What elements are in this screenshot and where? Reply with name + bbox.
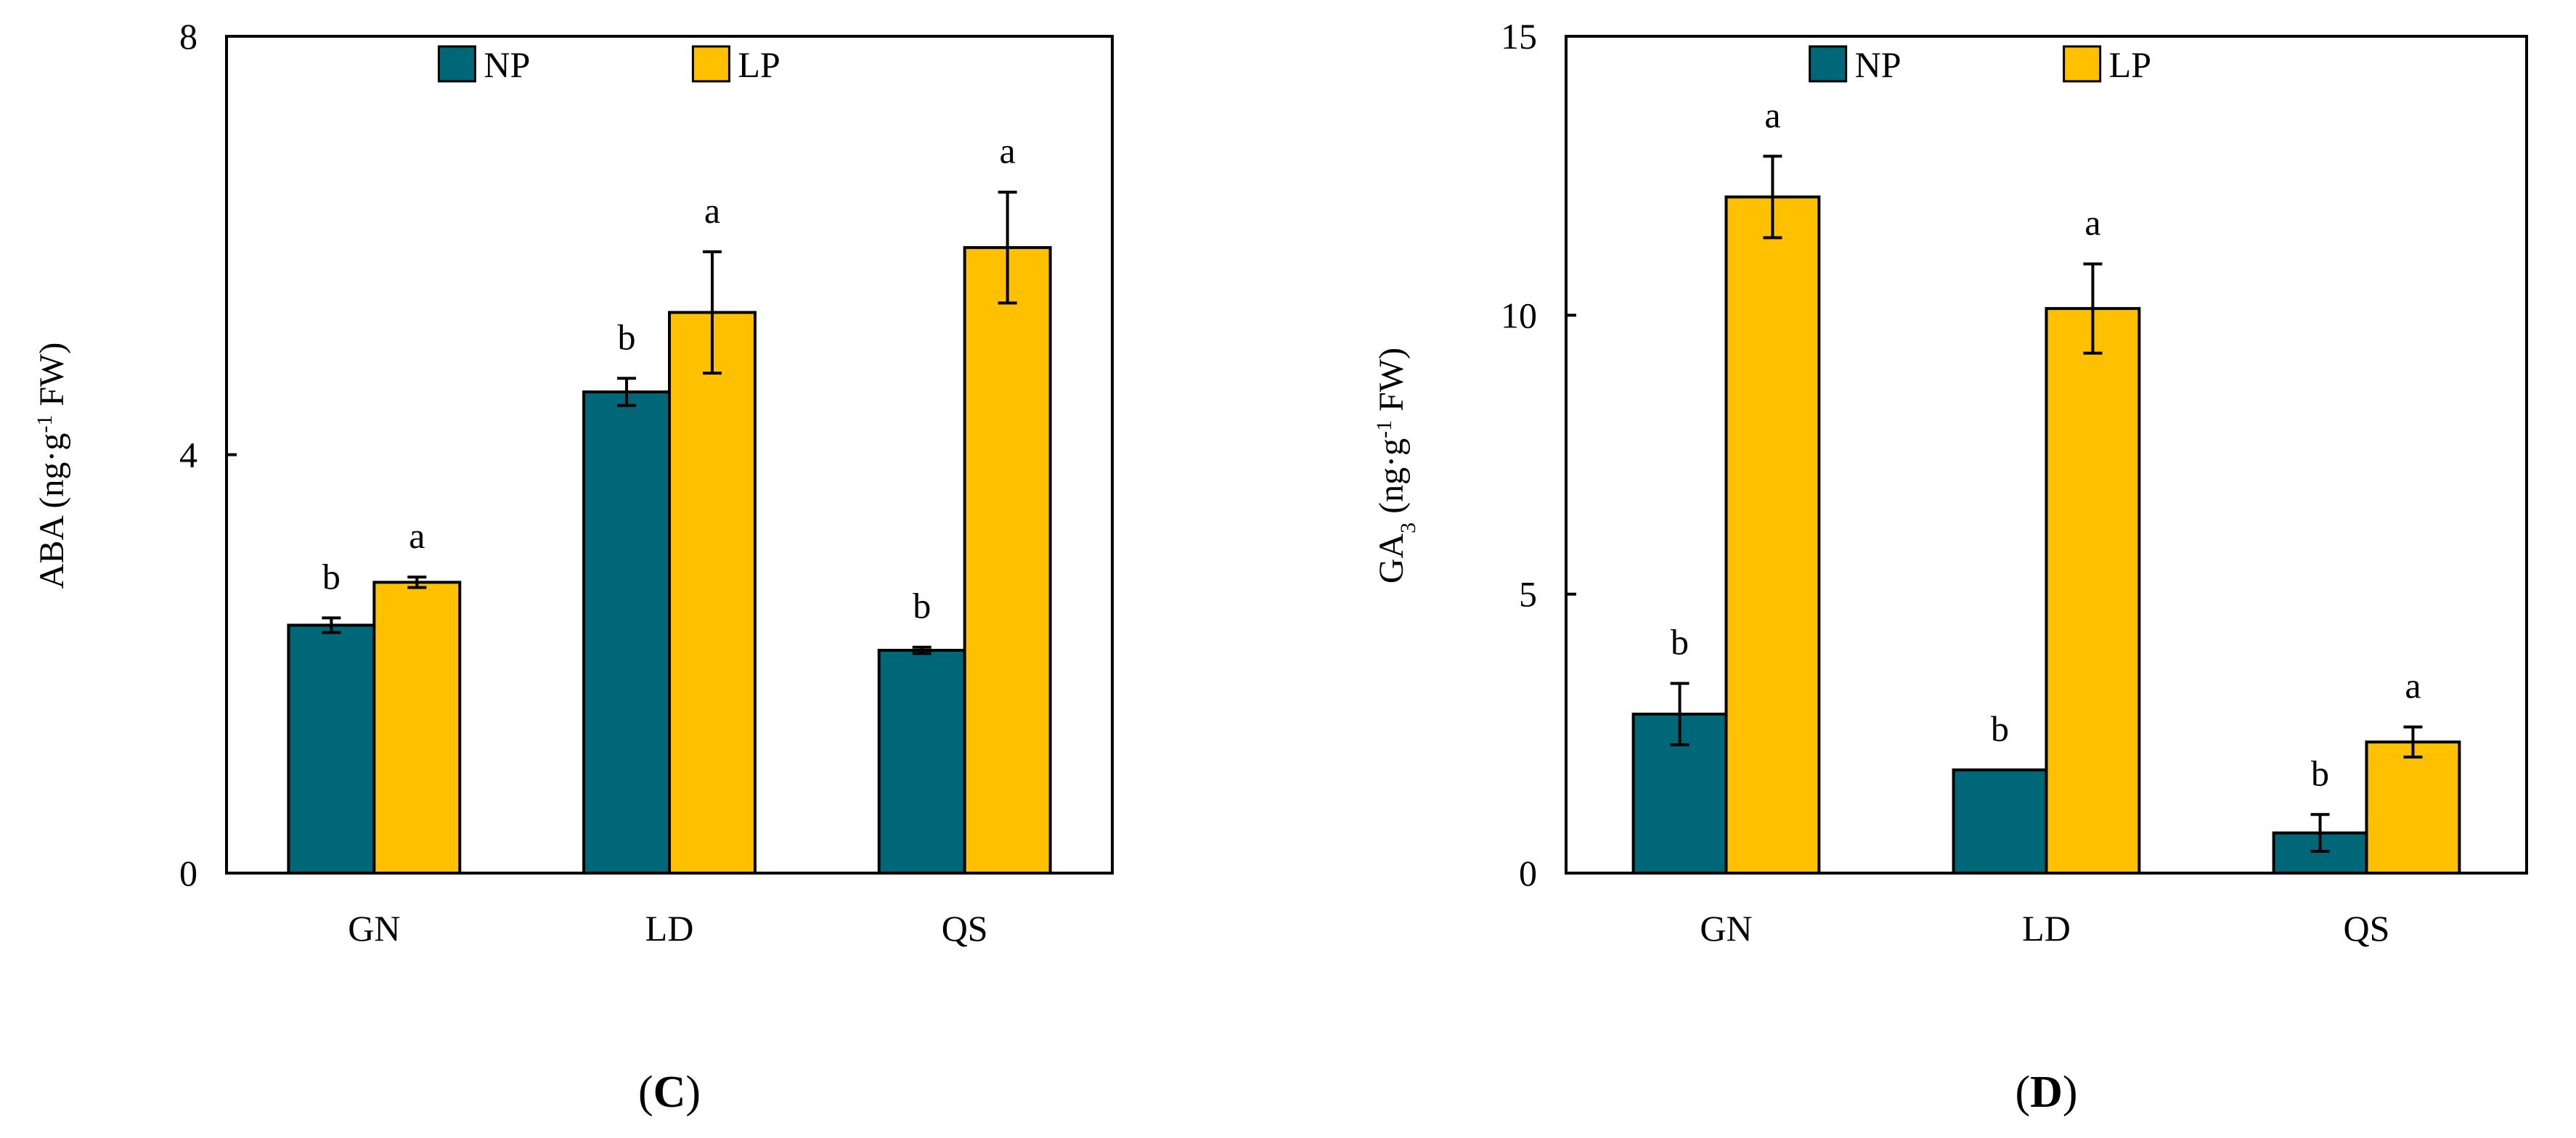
panel-c-sig-label-lp-gn: a bbox=[409, 515, 425, 556]
panel-c-ylabel-tail: FW) bbox=[33, 343, 71, 415]
panel-d-legend-swatch-np bbox=[1809, 45, 1848, 83]
panel-c-bar-np-gn bbox=[287, 623, 376, 875]
panel-d-ylabel-base: GA bbox=[1372, 533, 1411, 584]
panel-c-xtick-label-qs: QS bbox=[942, 908, 988, 949]
panel-c-bar-np-ld bbox=[582, 390, 671, 875]
panel-c-label-letter: C bbox=[653, 1068, 686, 1117]
panel-c-x-axis-labels: GN LD QS bbox=[348, 908, 987, 949]
panel-c-ylabel-sup: -1 bbox=[33, 415, 57, 433]
panel-c-marks: b a b a b a bbox=[322, 131, 1017, 655]
panel-c-y-axis-ticks: 0 4 8 bbox=[179, 16, 237, 893]
chart-panel-d: b a b a b a 0 5 10 15 GN LD QS NP LP GA3 (ng·g-1 F… bbox=[1372, 16, 2528, 1117]
panel-d-bars bbox=[1631, 195, 2461, 875]
panel-d-ytick-label-1: 5 bbox=[1519, 574, 1537, 615]
panel-c-sig-label-np-gn: b bbox=[322, 556, 341, 597]
panel-c-sig-label-np-qs: b bbox=[913, 586, 931, 626]
panel-c-legend: NP LP bbox=[437, 44, 780, 85]
panel-c-legend-label-lp: LP bbox=[738, 44, 780, 85]
panel-c-bar-lp-ld bbox=[668, 311, 757, 875]
panel-c-sig-label-np-ld: b bbox=[618, 316, 636, 357]
panel-d-bar-lp-ld bbox=[2045, 307, 2141, 875]
panel-d-legend-label-lp: LP bbox=[2109, 44, 2151, 85]
panel-c-ytick-label-1: 4 bbox=[179, 435, 197, 475]
panel-d-sig-label-lp-gn: a bbox=[1764, 94, 1780, 135]
panel-c-bar-lp-gn bbox=[372, 581, 462, 875]
panel-d-xtick-label-qs: QS bbox=[2344, 908, 2390, 949]
panel-c-label: (C) bbox=[638, 1068, 701, 1117]
panel-d-sig-label-np-gn: b bbox=[1671, 622, 1689, 663]
panel-d-ylabel-sub: 3 bbox=[1396, 523, 1420, 533]
panel-d-legend-swatch-lp bbox=[2063, 45, 2102, 83]
panel-c-legend-swatch-lp bbox=[691, 45, 730, 83]
panel-c-sig-label-lp-ld: a bbox=[704, 190, 720, 231]
panel-d-y-axis-ticks: 0 5 10 15 bbox=[1501, 16, 1576, 893]
panel-d-bar-np-ld bbox=[1952, 768, 2048, 875]
panel-d-bar-lp-gn bbox=[1724, 195, 1821, 875]
panel-d-xtick-label-ld: LD bbox=[2022, 908, 2071, 949]
panel-d-sig-label-lp-qs: a bbox=[2405, 666, 2421, 706]
panel-d-marks: b a b a b a bbox=[1670, 94, 2423, 854]
panel-c-xtick-label-ld: LD bbox=[645, 908, 694, 949]
panel-d-ylabel-mid: (ng·g bbox=[1372, 438, 1411, 523]
panel-d-ylabel-tail: FW) bbox=[1372, 348, 1411, 420]
panel-d-xtick-label-gn: GN bbox=[1700, 908, 1752, 949]
panel-d-ytick-label-3: 15 bbox=[1501, 16, 1537, 57]
panel-d-x-axis-labels: GN LD QS bbox=[1700, 908, 2389, 949]
panel-d-legend: NP LP bbox=[1809, 44, 2151, 85]
panel-c-ytick-label-2: 8 bbox=[179, 16, 197, 57]
panel-c-legend-label-np: NP bbox=[484, 44, 530, 85]
panel-d-sig-label-np-qs: b bbox=[2311, 753, 2329, 793]
panel-c-legend-swatch-np bbox=[437, 45, 476, 83]
panel-d-ytick-label-0: 0 bbox=[1519, 853, 1537, 893]
panel-c-bar-np-qs bbox=[877, 649, 966, 875]
panel-d-ytick-label-2: 10 bbox=[1501, 295, 1537, 335]
panel-d-label-letter: D bbox=[2030, 1068, 2063, 1117]
panel-d-sig-label-np-ld: b bbox=[1991, 708, 2009, 749]
panel-c-ylabel-base: ABA (ng·g bbox=[33, 433, 71, 589]
panel-d-label: (D) bbox=[2015, 1068, 2077, 1117]
panel-d-plot-frame bbox=[1565, 35, 2528, 875]
panel-d-sig-label-lp-ld: a bbox=[2084, 202, 2100, 243]
panel-c-bars bbox=[287, 246, 1052, 875]
panel-d-y-axis-label: GA3 (ng·g-1 FW) bbox=[1372, 348, 1420, 584]
panel-c-bar-lp-qs bbox=[963, 246, 1052, 875]
panel-c-y-axis-label: ABA (ng·g-1 FW) bbox=[33, 343, 72, 589]
panel-c-ytick-label-0: 0 bbox=[179, 853, 197, 893]
panel-c-xtick-label-gn: GN bbox=[348, 908, 400, 949]
panel-c-sig-label-lp-qs: a bbox=[1000, 131, 1016, 171]
panel-d-bar-lp-qs bbox=[2365, 740, 2461, 875]
panel-d-legend-label-np: NP bbox=[1855, 44, 1902, 85]
panel-d-ylabel-sup: -1 bbox=[1372, 420, 1396, 438]
